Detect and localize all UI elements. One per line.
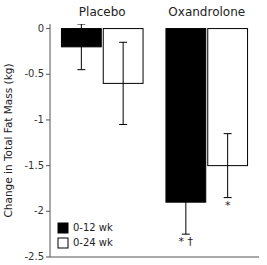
chart: 0 -0.5 -1 -1.5 -2 -2.5 Change in Total Fat Mas… [0, 0, 267, 265]
y-axis: 0 -0.5 -1 -1.5 -2 -2.5 [24, 23, 259, 262]
error-bar [119, 42, 127, 124]
legend-label: 0-24 wk [73, 237, 113, 248]
legend-swatch [58, 238, 68, 248]
y-tick [46, 28, 50, 29]
category-label: Placebo [79, 5, 126, 19]
y-tick-label: -0.5 [24, 68, 44, 79]
annotation: * [225, 199, 231, 212]
legend-swatch [58, 223, 68, 233]
error-bar [77, 24, 85, 70]
y-tick [46, 119, 50, 120]
error-bar [182, 170, 190, 234]
legend-label: 0-12 wk [73, 222, 113, 233]
y-axis-label: Change in Total Fat Mass (kg) [2, 64, 14, 218]
annotation: * † [179, 235, 194, 248]
y-tick-label: -1 [34, 114, 44, 125]
x-axis-line [50, 257, 259, 258]
y-tick [46, 257, 50, 258]
y-tick [46, 74, 50, 75]
y-tick [46, 165, 50, 166]
error-bar [224, 134, 232, 198]
category-label: Oxandrolone [168, 5, 245, 19]
y-tick [46, 211, 50, 212]
y-tick-label: 0 [38, 23, 44, 34]
legend: 0-12 wk 0-24 wk [58, 222, 113, 248]
y-tick-label: -2.5 [24, 251, 44, 262]
chart-container: 0 -0.5 -1 -1.5 -2 -2.5 Change in Total Fat Mas… [0, 0, 267, 265]
plot-area [61, 24, 247, 234]
y-tick-label: -1.5 [24, 160, 44, 171]
y-tick-label: -2 [34, 205, 44, 216]
y-axis-line [50, 24, 51, 257]
